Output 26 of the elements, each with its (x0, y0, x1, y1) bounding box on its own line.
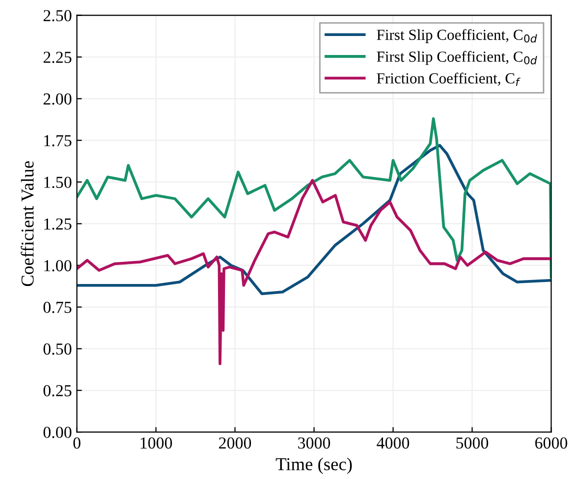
y-tick-label: 1.00 (44, 260, 72, 272)
y-tick-label: 2.00 (44, 93, 72, 105)
y-tick-label: 2.25 (44, 52, 72, 64)
y-tick-label: 0.25 (44, 385, 72, 396)
y-tick-label: 0.75 (44, 302, 72, 314)
x-axis-title: Time (sec) (276, 458, 352, 474)
line-series (76, 117, 552, 278)
legend-label: First Slip Coefficient, C$_{0d}$ (376, 50, 538, 65)
line-series (76, 178, 552, 366)
y-tick-label: 0.50 (44, 343, 72, 355)
y-tick-label: 1.75 (44, 135, 72, 146)
x-tick-label: 5000 (456, 437, 488, 449)
legend-label: Friction Coefficient, C$_{f}$ (376, 72, 520, 86)
y-tick-label: 2.50 (44, 10, 72, 22)
y-tick-label: 1.25 (44, 218, 72, 230)
x-tick-label: 0 (73, 437, 80, 449)
y-axis-title: Coefficient Value (20, 161, 34, 286)
x-tick-label: 4000 (376, 437, 410, 449)
legend-label: First Slip Coefficient, C$_{0d}$ (376, 29, 538, 44)
x-tick-label: 3000 (298, 437, 330, 449)
y-tick-label: 0.00 (44, 426, 72, 438)
y-tick-label: 1.50 (44, 176, 72, 188)
x-tick-label: 1000 (140, 437, 172, 449)
line-series (76, 144, 552, 296)
x-tick-label: 6000 (535, 437, 568, 449)
x-tick-label: 2000 (219, 437, 252, 449)
